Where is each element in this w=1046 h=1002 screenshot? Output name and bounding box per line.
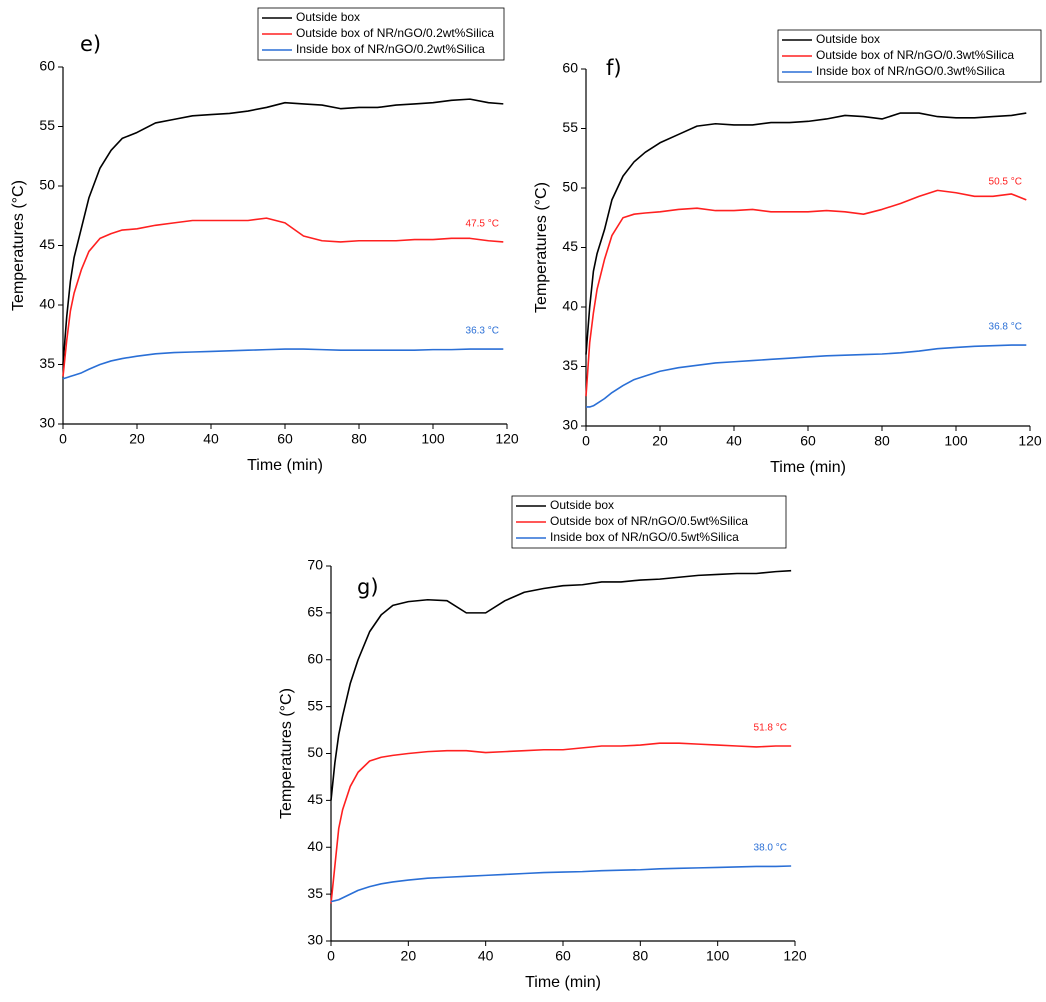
legend-label: Outside box [550, 498, 614, 512]
panel-label: g) [357, 575, 379, 599]
x-tick-label: 0 [327, 948, 335, 964]
x-tick-label: 100 [421, 431, 445, 447]
y-tick-label: 30 [307, 932, 323, 948]
y-tick-label: 30 [39, 415, 55, 431]
x-axis-label: Time (min) [525, 974, 601, 991]
data-line [62, 348, 504, 380]
y-axis-label: Temperatures (°C) [10, 180, 27, 311]
x-tick-label: 80 [633, 948, 649, 964]
line-chart: 30 35 40 45 50 55 60 0 20 40 60 80 100 120 Time (min) T… [533, 29, 1042, 476]
panel-label: f) [606, 56, 622, 80]
x-tick-label: 40 [478, 948, 494, 964]
y-tick-label: 35 [307, 885, 323, 901]
data-line [330, 569, 792, 801]
x-tick-label: 0 [582, 433, 590, 449]
y-tick-label: 60 [307, 650, 323, 666]
legend-label: Outside box of NR/nGO/0.3wt%Silica [816, 48, 1014, 62]
data-line [586, 344, 1027, 408]
y-tick-label: 60 [562, 60, 578, 76]
legend-label: Outside box [816, 32, 880, 46]
x-axis-label: Time (min) [770, 459, 846, 476]
x-tick-label: 60 [800, 433, 816, 449]
legend-label: Outside box of NR/nGO/0.2wt%Silica [296, 26, 494, 40]
x-tick-label: 40 [726, 433, 742, 449]
legend-box [777, 29, 1042, 83]
y-tick-label: 55 [307, 697, 323, 713]
data-line [62, 217, 504, 377]
line-chart: 30 35 40 45 50 55 60 65 70 0 20 40 60 80 100 120 Time (m… [278, 495, 807, 991]
y-tick-label: 65 [307, 604, 323, 620]
y-tick-label: 50 [307, 744, 323, 760]
data-line [330, 742, 792, 904]
x-tick-label: 100 [706, 948, 730, 964]
legend-box [511, 495, 787, 549]
y-tick-label: 45 [562, 238, 578, 254]
y-tick-label: 60 [39, 58, 55, 74]
x-tick-label: 80 [351, 431, 367, 447]
legend-box [257, 7, 505, 61]
panel-label: e) [80, 32, 101, 56]
y-tick-label: 70 [307, 557, 323, 573]
y-tick-label: 55 [39, 117, 55, 133]
x-tick-label: 20 [652, 433, 668, 449]
y-axis-label: Temperatures (°C) [533, 182, 550, 313]
y-tick-label: 45 [39, 236, 55, 252]
y-tick-label: 40 [562, 298, 578, 314]
end-label: 36.3 °C [466, 326, 499, 337]
legend-label: Outside box of NR/nGO/0.5wt%Silica [550, 514, 748, 528]
x-tick-label: 120 [783, 948, 807, 964]
y-tick-label: 55 [562, 119, 578, 135]
y-tick-label: 50 [39, 177, 55, 193]
end-label: 50.5 °C [989, 177, 1022, 188]
legend-label: Inside box of NR/nGO/0.5wt%Silica [550, 530, 739, 544]
x-tick-label: 80 [874, 433, 890, 449]
y-axis-label: Temperatures (°C) [278, 688, 295, 819]
legend-label: Inside box of NR/nGO/0.3wt%Silica [816, 64, 1005, 78]
x-tick-label: 20 [129, 431, 145, 447]
x-tick-label: 120 [495, 431, 519, 447]
x-tick-label: 40 [203, 431, 219, 447]
y-tick-label: 45 [307, 791, 323, 807]
y-tick-label: 40 [307, 838, 323, 854]
y-tick-label: 40 [39, 296, 55, 312]
x-axis-label: Time (min) [247, 457, 323, 474]
x-tick-label: 120 [1018, 433, 1042, 449]
end-label: 36.8 °C [989, 322, 1022, 333]
end-label: 38.0 °C [754, 843, 787, 854]
line-chart: 30 35 40 45 50 55 60 0 20 40 60 80 100 120 Time (min) T… [10, 7, 519, 474]
x-tick-label: 100 [944, 433, 968, 449]
y-tick-label: 35 [39, 355, 55, 371]
legend-label: Outside box [296, 10, 360, 24]
x-tick-label: 0 [59, 431, 67, 447]
data-line [585, 189, 1027, 397]
data-line [585, 112, 1027, 355]
legend-label: Inside box of NR/nGO/0.2wt%Silica [296, 42, 485, 56]
x-tick-label: 20 [401, 948, 417, 964]
data-line [330, 865, 792, 903]
data-line [62, 98, 504, 365]
end-label: 51.8 °C [754, 723, 787, 734]
y-tick-label: 50 [562, 179, 578, 195]
y-tick-label: 30 [562, 417, 578, 433]
x-tick-label: 60 [555, 948, 571, 964]
y-tick-label: 35 [562, 357, 578, 373]
x-tick-label: 60 [277, 431, 293, 447]
end-label: 47.5 °C [466, 219, 499, 230]
